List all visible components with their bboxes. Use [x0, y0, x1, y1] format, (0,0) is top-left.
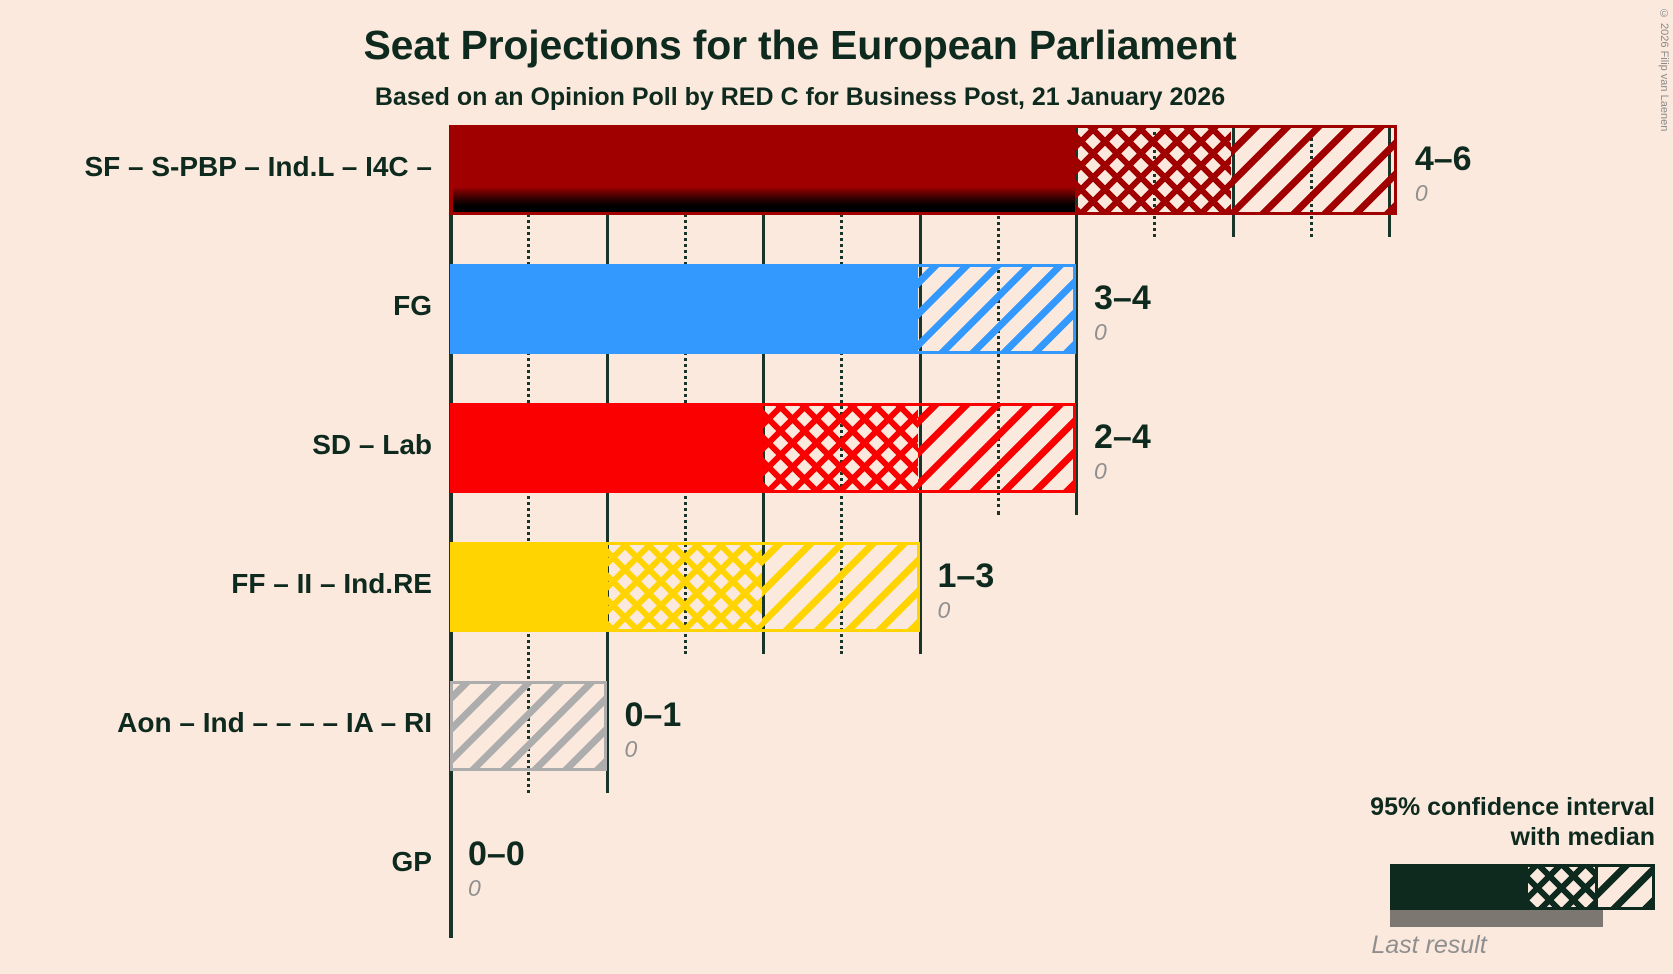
legend-seg-diagonal	[1595, 867, 1652, 907]
bar-segment-solid	[453, 545, 608, 629]
legend-last-result-bar	[1390, 910, 1603, 927]
legend-last-result-label: Last result	[1371, 931, 1487, 959]
copyright-notice: © 2026 Filip van Laenen	[1658, 8, 1670, 132]
seat-range-label: 2–4	[1094, 418, 1151, 456]
seat-range-label: 1–3	[937, 557, 995, 595]
bar-4	[450, 681, 607, 771]
last-result-value: 0	[624, 736, 638, 762]
last-result-value: 0	[937, 597, 951, 623]
last-result-value: 0	[468, 875, 481, 901]
row-value-3: 1–3 0	[938, 559, 995, 622]
row-label-4: Aon – Ind – – – – IA – RI	[117, 707, 432, 738]
bar-2	[450, 403, 1076, 493]
last-result-value: 0	[1094, 458, 1107, 484]
chart-row: Aon – Ind – – – – IA – RI 0–1 0	[0, 681, 1673, 771]
row-value-1: 3–4 0	[1094, 281, 1151, 344]
bar-segment-crosshatch	[763, 406, 918, 490]
row-label-5: GP	[391, 846, 432, 877]
bar-segment-solid	[453, 267, 918, 351]
row-value-5: 0–0 0	[468, 837, 525, 900]
chart-row: SD – Lab 2–4 0	[0, 403, 1673, 493]
gridline-2-5	[840, 125, 844, 654]
seat-range-label: 0–0	[468, 835, 525, 873]
seat-range-label: 4–6	[1414, 140, 1472, 178]
chart-row: FF – II – Ind.RE 1–3 0	[0, 542, 1673, 632]
legend-sample-bar	[1390, 864, 1655, 910]
gridline-1-5	[683, 125, 687, 654]
seat-range-label: 3–4	[1094, 279, 1151, 317]
row-label-3: FF – II – Ind.RE	[231, 568, 432, 599]
legend-seg-solid	[1393, 867, 1525, 907]
seat-range-label: 0–1	[624, 696, 682, 734]
bar-segment-diagonal	[1230, 128, 1394, 212]
chart-row: FG 3–4 0	[0, 264, 1673, 354]
gridline-0	[449, 125, 453, 938]
gridline-4	[1075, 125, 1078, 515]
gridline-3	[918, 125, 922, 654]
legend-line-1: 95% confidence interval	[1370, 793, 1655, 821]
gridline-2	[762, 125, 765, 654]
bar-segment-crosshatch	[1075, 128, 1231, 212]
row-value-2: 2–4 0	[1094, 420, 1151, 483]
legend-seg-crosshatch	[1525, 867, 1595, 907]
bar-1	[450, 264, 1076, 354]
bar-segment-diagonal	[918, 406, 1073, 490]
bar-3	[450, 542, 920, 632]
bar-segment-diagonal	[918, 267, 1073, 351]
legend-line-2: with median	[1510, 822, 1655, 851]
row-value-0: 4–6 0	[1415, 142, 1472, 205]
bar-0	[450, 125, 1397, 215]
bar-segment-solid	[453, 128, 1076, 212]
last-result-value: 0	[1414, 180, 1428, 206]
bar-segment-crosshatch	[607, 545, 762, 629]
bar-segment-diagonal	[453, 684, 604, 768]
row-label-2: SD – Lab	[312, 429, 432, 460]
chart-row: SF – S-PBP – Ind.L – I4C – 4–6 0	[0, 125, 1673, 215]
page-title: Seat Projections for the European Parlia…	[363, 22, 1237, 68]
row-label-0: SF – S-PBP – Ind.L – I4C –	[84, 151, 432, 182]
bar-segment-solid	[453, 406, 763, 490]
chart-row: GP 0–0 0	[0, 820, 1673, 910]
last-result-value: 0	[1094, 319, 1107, 345]
bar-segment-diagonal	[762, 545, 917, 629]
row-label-1: FG	[393, 290, 432, 321]
row-value-4: 0–1 0	[625, 698, 682, 761]
chart-legend: 95% confidence interval with median Last…	[1255, 793, 1655, 960]
chart-subtitle: Based on an Opinion Poll by RED C for Bu…	[374, 83, 1226, 111]
